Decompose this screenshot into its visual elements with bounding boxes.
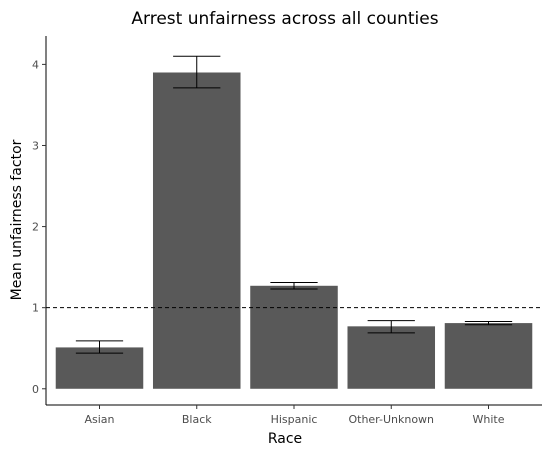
bar-asian bbox=[55, 347, 144, 389]
x-tick-label: Asian bbox=[84, 413, 114, 426]
y-ticks-group: 0 1 2 3 4 bbox=[32, 58, 46, 396]
y-tick-label: 1 bbox=[32, 302, 39, 315]
bar-hispanic bbox=[250, 285, 338, 389]
error-bars-group bbox=[75, 55, 513, 354]
y-axis-label: Mean unfairness factor bbox=[9, 139, 25, 300]
x-tick-label: Hispanic bbox=[271, 413, 318, 426]
x-tick-label: Black bbox=[182, 413, 212, 426]
x-ticks-group: Asian Black Hispanic Other-Unknown White bbox=[84, 405, 505, 426]
bars-group bbox=[55, 72, 533, 389]
bar-black bbox=[152, 72, 241, 389]
y-tick-label: 4 bbox=[32, 58, 39, 71]
x-tick-label: Other-Unknown bbox=[348, 413, 434, 426]
y-tick-label: 3 bbox=[32, 139, 39, 152]
y-tick-label: 2 bbox=[32, 221, 39, 234]
x-tick-label: White bbox=[473, 413, 505, 426]
y-tick-label: 0 bbox=[32, 383, 39, 396]
x-axis-label: Race bbox=[268, 431, 302, 447]
chart-title: Arrest unfairness across all counties bbox=[131, 9, 438, 29]
bar-other-unknown bbox=[347, 326, 436, 389]
bar-white bbox=[444, 323, 533, 389]
